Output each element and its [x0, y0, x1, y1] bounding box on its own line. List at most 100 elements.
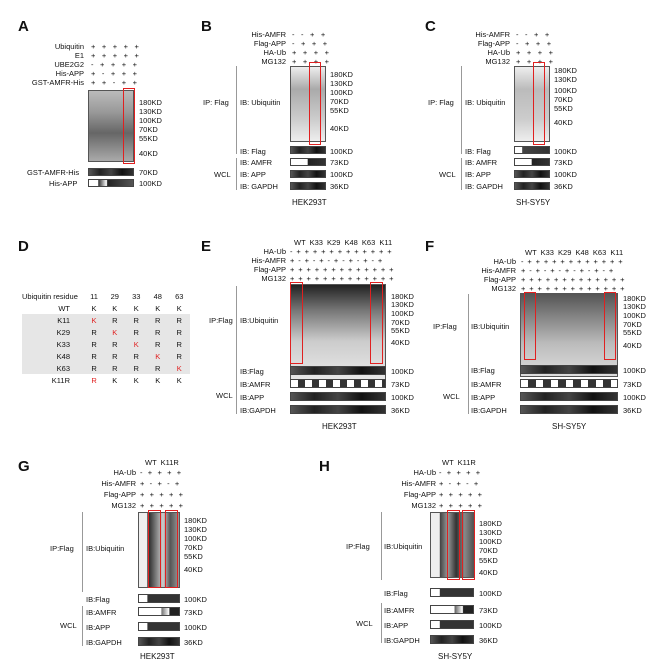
residue-cell: R [84, 350, 105, 362]
marker: 70KD [623, 320, 642, 329]
marker: 100KD [330, 147, 353, 156]
residue-cell: R [168, 326, 190, 338]
marker: 70KD [139, 125, 158, 134]
highlight-box [524, 292, 536, 360]
residue-cell: K [168, 362, 190, 374]
signs-row: - + + + [292, 39, 330, 48]
mutant-labels: WT K11R [145, 458, 179, 467]
signs-row: + + + + + [91, 51, 142, 60]
signs-row: + + + + [516, 48, 556, 57]
bracket [82, 512, 83, 592]
blot-label: IB:APP [384, 621, 409, 630]
blot-label: IB:AMFR [471, 380, 502, 389]
row-label: MG132 [485, 57, 510, 66]
signs-row: + + + + [516, 57, 556, 66]
marker: 100KD [391, 367, 414, 376]
signs-row: - + + + + [91, 60, 140, 69]
table-row: K48 R R R K R [22, 350, 190, 362]
table-header-cell: 48 [153, 291, 162, 301]
marker: 70KD [330, 97, 349, 106]
blot-label: IB:AMFR [384, 606, 415, 615]
signs-row: + + + + [292, 48, 332, 57]
bracket [381, 512, 382, 580]
residue-cell: R [147, 326, 169, 338]
residue-cell: R [91, 375, 97, 385]
highlight-box [165, 510, 178, 588]
row-label: GST-AMFR-His [31, 78, 84, 87]
bracket [236, 286, 237, 390]
marker: 130KD [479, 528, 502, 537]
residue-cell: K [125, 338, 147, 350]
signs-row: + - + - + [140, 479, 181, 488]
blot-label: IB:Ubiquitin [86, 544, 125, 553]
blot-label: GST-AMFR-His [27, 168, 80, 177]
band-strip [88, 179, 134, 187]
band-strip [430, 605, 474, 614]
band-strip [290, 405, 386, 414]
residue-cell: K [91, 303, 97, 313]
residue-cell: K [112, 303, 118, 313]
blot-label: IB:AMFR [86, 608, 117, 617]
blot-label: IB:Flag [471, 366, 495, 375]
band-strip [514, 182, 550, 190]
row-label: MG132 [411, 501, 436, 510]
blot-label: His-APP [49, 179, 78, 188]
marker: 70KD [554, 95, 573, 104]
mutant-name-cell: WT [58, 303, 70, 313]
marker: 100KD [623, 393, 646, 402]
bracket [236, 158, 237, 190]
row-label: HA-Ub [413, 468, 436, 477]
highlight-box [533, 62, 545, 145]
band-strip [138, 607, 180, 616]
panel-letter: E [201, 238, 212, 255]
row-label: MG132 [261, 274, 286, 283]
marker: 100KD [623, 366, 646, 375]
marker: 40KD [184, 565, 203, 574]
highlight-box [290, 282, 303, 364]
blot-label: IB: Ubiquitin [465, 98, 506, 107]
residue-cell: R [147, 314, 169, 326]
wcl-label: WCL [439, 170, 456, 179]
marker: 70KD [479, 546, 498, 555]
residue-cell: R [147, 338, 169, 350]
band-strip [290, 182, 326, 190]
marker: 100KD [139, 179, 162, 188]
row-label: HA-Ub [263, 247, 286, 256]
blot-label: IB: GAPDH [240, 182, 278, 191]
residue-cell: R [104, 338, 126, 350]
blot-label: IB:Flag [240, 367, 264, 376]
row-label: HA-Ub [487, 48, 510, 57]
marker: 180KD [479, 519, 502, 528]
table-header-cell: 63 [175, 291, 184, 301]
marker: 100KD [479, 537, 502, 546]
marker: 100KD [184, 534, 207, 543]
mutant-name-cell: K33 [22, 338, 84, 350]
blot-label: IB:GAPDH [471, 406, 507, 415]
row-label: Flag-APP [253, 265, 286, 274]
blot-label: IB:Ubiquitin [471, 322, 510, 331]
blot-label: IB: Flag [465, 147, 491, 156]
marker: 55KD [184, 552, 203, 561]
marker: 180KD [391, 292, 414, 301]
residue-cell: K [176, 375, 182, 385]
marker: 100KD [479, 589, 502, 598]
marker: 100KD [330, 88, 353, 97]
cell-line-caption: SH-SY5Y [552, 422, 587, 431]
signs-row: + + + + [292, 57, 332, 66]
ubiquitin-blot [430, 512, 474, 578]
blot-label: IB:Flag [384, 589, 408, 598]
ip-label: IP:Flag [433, 322, 457, 331]
signs-row: + + + + + [439, 501, 484, 510]
marker: 55KD [139, 134, 158, 143]
band-strip [290, 158, 326, 166]
marker: 130KD [139, 107, 162, 116]
marker: 40KD [391, 338, 410, 347]
residue-cell: K [104, 326, 126, 338]
band-strip [430, 620, 474, 629]
signs-row: - + + + [516, 39, 554, 48]
table-header-cell: Ubiquitin residue [22, 291, 78, 301]
marker: 40KD [479, 568, 498, 577]
band-strip [514, 158, 550, 166]
marker: 100KD [554, 170, 577, 179]
marker: 130KD [330, 79, 353, 88]
